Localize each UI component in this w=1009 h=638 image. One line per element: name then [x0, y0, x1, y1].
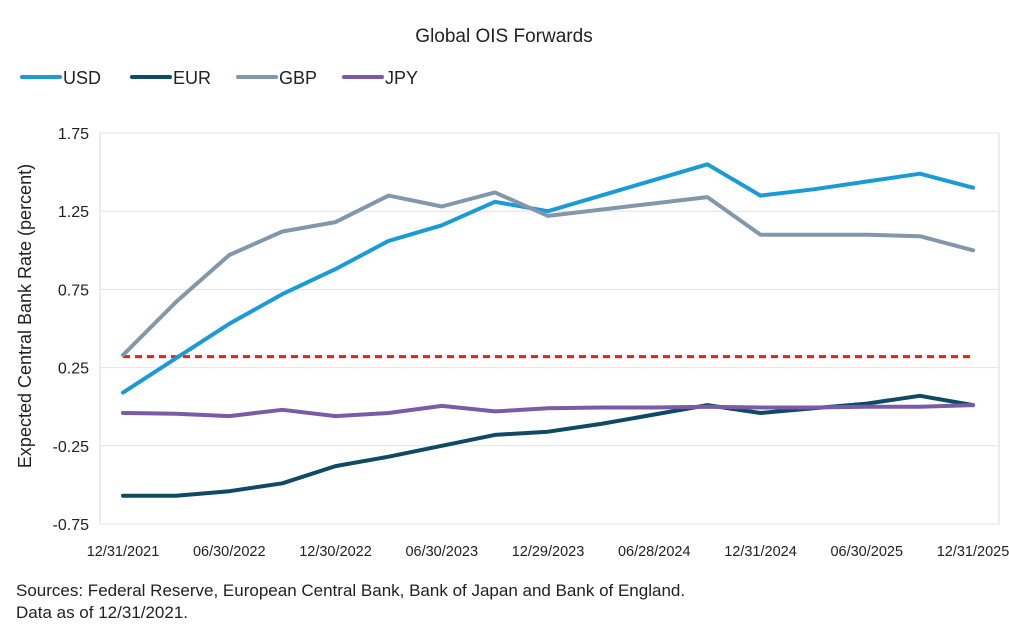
x-tick-label: 06/30/2023 [405, 544, 478, 560]
chart-footer: Sources: Federal Reserve, European Centr… [16, 580, 685, 624]
chart-title: Global OIS Forwards [415, 26, 592, 47]
x-tick-label: 12/30/2022 [299, 544, 372, 560]
x-tick-label: 12/31/2025 [937, 544, 1009, 560]
x-tick-label: 06/30/2025 [830, 544, 903, 560]
legend-label-gbp: GBP [279, 68, 317, 88]
y-tick-label: -0.25 [53, 439, 90, 456]
legend-label-jpy: JPY [385, 68, 418, 88]
y-tick-label: 1.25 [58, 204, 89, 221]
x-axis-ticks: 12/31/2021 06/30/2022 12/30/2022 06/30/2023… [87, 544, 1009, 560]
y-tick-label: 1.75 [58, 126, 89, 143]
x-tick-label: 12/31/2021 [87, 544, 160, 560]
y-axis-label: Expected Central Bank Rate (percent) [15, 164, 35, 468]
chart: Global OIS Forwards USD EUR GBP JPY 1.75 1.2… [15, 26, 1009, 560]
plot-frame [99, 132, 1000, 525]
y-tick-label: 0.75 [58, 282, 89, 299]
x-tick-label: 06/28/2024 [618, 544, 691, 560]
series-line-jpy [121, 403, 975, 419]
legend-label-eur: EUR [173, 68, 211, 88]
y-axis-ticks: 1.75 1.25 0.75 0.25 -0.25 -0.75 [53, 126, 90, 534]
legend-label-usd: USD [63, 68, 101, 88]
grid-lines [100, 132, 999, 525]
plot-area-border [99, 132, 1000, 525]
x-tick-label: 12/29/2023 [512, 544, 585, 560]
x-tick-label: 12/31/2024 [724, 544, 797, 560]
y-tick-label: -0.75 [53, 517, 90, 534]
legend: USD EUR GBP JPY [20, 68, 418, 88]
y-tick-label: 0.25 [58, 361, 89, 378]
sources-note: Sources: Federal Reserve, European Centr… [16, 581, 686, 600]
x-tick-label: 06/30/2022 [193, 544, 266, 560]
series-line-gbp [121, 190, 975, 358]
series-line-usd [121, 162, 975, 395]
series-lines [121, 162, 975, 498]
data-as-of-note: Data as of 12/31/2021. [16, 603, 189, 622]
